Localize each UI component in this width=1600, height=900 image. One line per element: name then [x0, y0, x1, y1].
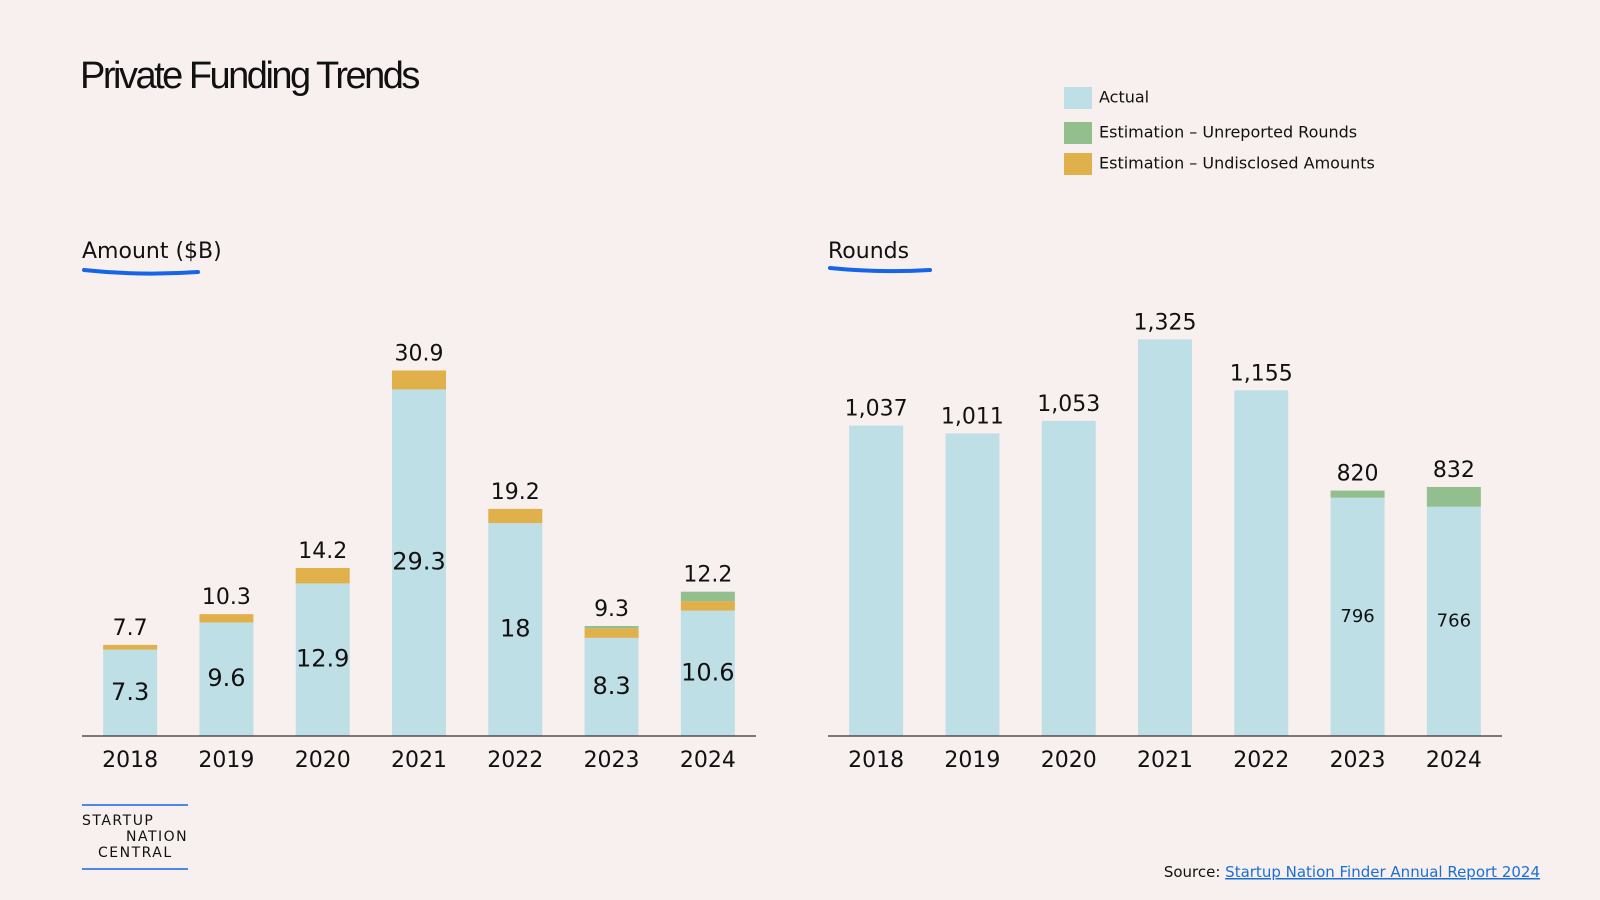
x-tick-label: 2021 — [1137, 748, 1193, 773]
legend-label: Estimation – Undisclosed Amounts — [1099, 154, 1375, 173]
logo-text: STARTUP — [82, 813, 154, 829]
x-tick-label: 2018 — [848, 748, 904, 773]
value-label: 9.6 — [207, 664, 245, 692]
bar-segment — [295, 568, 350, 584]
x-tick-label: 2020 — [295, 748, 351, 773]
bar-segment — [488, 523, 543, 736]
bar-segment — [680, 591, 735, 602]
total-label: 19.2 — [491, 480, 540, 505]
bar-segment — [584, 628, 639, 638]
legend-label: Actual — [1099, 88, 1149, 107]
total-label: 1,011 — [941, 404, 1004, 429]
total-label: 820 — [1337, 462, 1379, 487]
value-label: 12.9 — [296, 645, 349, 673]
bar-segment — [1041, 420, 1096, 736]
chart-title: Amount ($B) — [82, 239, 222, 264]
total-label: 30.9 — [395, 341, 444, 366]
total-label: 1,037 — [845, 397, 908, 422]
x-tick-label: 2019 — [944, 748, 1000, 773]
value-label: 29.3 — [392, 548, 445, 576]
logo-text: NATION — [126, 829, 188, 845]
total-label: 7.7 — [113, 616, 148, 641]
total-label: 10.3 — [202, 585, 251, 610]
x-tick-label: 2022 — [1233, 748, 1289, 773]
x-tick-label: 2023 — [1330, 748, 1386, 773]
bar-segment — [584, 637, 639, 736]
total-label: 832 — [1433, 458, 1475, 483]
legend-swatch — [1064, 122, 1092, 144]
value-label: 796 — [1340, 606, 1374, 627]
bar-segment — [584, 625, 639, 629]
bar-segment — [295, 583, 350, 736]
bar-segment — [680, 610, 735, 736]
x-tick-label: 2024 — [680, 748, 736, 773]
value-label: 10.6 — [681, 658, 734, 686]
legend-label: Estimation – Unreported Rounds — [1099, 123, 1357, 142]
bar-segment — [1234, 390, 1289, 736]
source-link[interactable]: Startup Nation Finder Annual Report 2024 — [1225, 863, 1540, 881]
value-label: 18 — [500, 615, 531, 643]
bar-segment — [392, 389, 446, 736]
total-label: 1,053 — [1037, 392, 1100, 417]
logo-text: CENTRAL — [98, 845, 173, 861]
bar-segment — [103, 649, 158, 736]
source: Source: Startup Nation Finder Annual Rep… — [1164, 863, 1540, 881]
bar-segment — [849, 425, 904, 736]
value-label: 766 — [1437, 610, 1471, 631]
total-label: 1,155 — [1230, 361, 1293, 386]
underline — [828, 266, 932, 274]
underline — [82, 268, 200, 276]
x-tick-label: 2019 — [198, 748, 254, 773]
total-label: 1,325 — [1134, 310, 1197, 335]
bar-segment — [488, 508, 543, 524]
x-tick-label: 2023 — [584, 748, 640, 773]
total-label: 14.2 — [298, 539, 347, 564]
bar-segment — [1426, 506, 1481, 736]
bar-segment — [680, 601, 735, 611]
legend-swatch — [1064, 87, 1092, 109]
total-label: 12.2 — [683, 563, 732, 588]
bar-segment — [103, 644, 158, 650]
bar-segment — [945, 433, 1000, 736]
chart-title: Rounds — [828, 239, 909, 264]
x-tick-label: 2024 — [1426, 748, 1482, 773]
bar-segment — [1138, 339, 1192, 736]
bar-segment — [1330, 497, 1385, 736]
bar-segment — [199, 614, 254, 623]
bar-segment — [1330, 490, 1385, 498]
bar-segment — [1426, 486, 1481, 507]
x-tick-label: 2021 — [391, 748, 447, 773]
bar-segment — [199, 622, 254, 736]
value-label: 7.3 — [111, 678, 149, 706]
source-prefix: Source: — [1164, 863, 1221, 881]
x-tick-label: 2022 — [487, 748, 543, 773]
x-tick-label: 2020 — [1041, 748, 1097, 773]
bar-segment — [392, 370, 446, 390]
value-label: 8.3 — [592, 672, 630, 700]
x-tick-label: 2018 — [102, 748, 158, 773]
page-title: Private Funding Trends — [80, 55, 419, 97]
legend-swatch — [1064, 153, 1092, 175]
total-label: 9.3 — [594, 597, 629, 622]
